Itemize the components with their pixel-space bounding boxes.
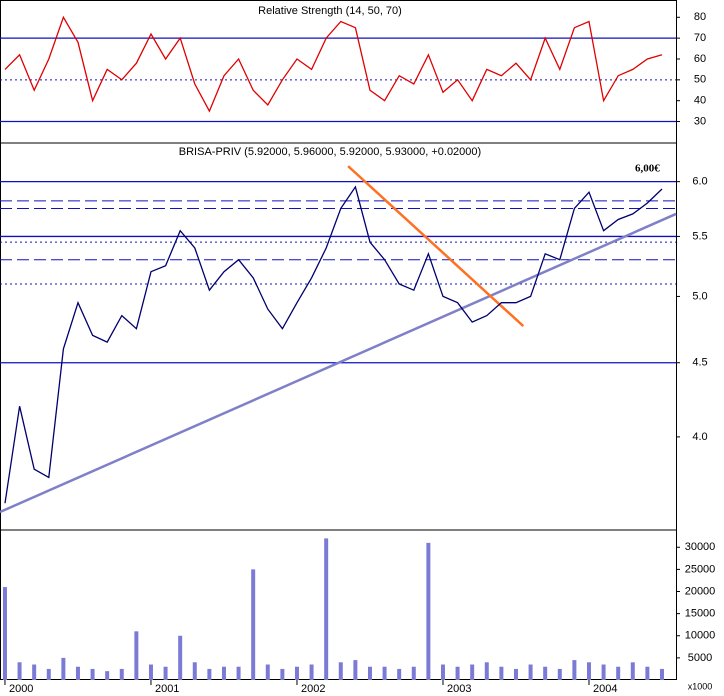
volume-bar	[75, 666, 80, 680]
volume-bar	[586, 662, 591, 680]
volume-bar	[411, 666, 416, 680]
volume-bar	[221, 666, 226, 680]
volume-bar	[499, 666, 504, 680]
volume-bar	[2, 587, 7, 680]
volume-bar	[630, 662, 635, 680]
y-tick-label: 5000	[688, 652, 712, 664]
plot-frame	[0, 0, 677, 680]
volume-bar	[17, 662, 22, 680]
y-tick-label: 5.5	[692, 230, 707, 242]
x-tick-label: 2004	[593, 683, 617, 695]
volume-bar	[426, 542, 431, 680]
volume-bar	[105, 671, 110, 680]
volume-bar	[46, 668, 51, 680]
y-axis-unit: x1000	[688, 681, 713, 691]
volume-bar	[265, 664, 270, 680]
y-tick-label: 4.0	[692, 431, 707, 443]
volume-bar	[382, 666, 387, 680]
volume-bar	[119, 668, 124, 680]
volume-bar	[353, 660, 358, 680]
y-tick-label: 30	[694, 115, 706, 127]
volume-bar	[280, 668, 285, 680]
annotation: 6,00€	[635, 163, 660, 175]
y-tick-label: 20000	[685, 585, 716, 597]
volume-bar	[134, 631, 139, 680]
x-tick-label: 2003	[447, 683, 471, 695]
volume-bar	[163, 666, 168, 680]
volume-bar	[90, 668, 95, 680]
volume-bar	[294, 666, 299, 680]
volume-bar	[324, 538, 329, 680]
y-tick-label: 70	[694, 32, 706, 44]
x-tick-label: 2000	[9, 683, 33, 695]
volume-bar	[470, 664, 475, 680]
x-tick-label: 2001	[155, 683, 179, 695]
panel-title: Relative Strength (14, 50, 70)	[258, 5, 402, 17]
y-tick-label: 4.5	[692, 357, 707, 369]
volume-bar	[484, 662, 489, 680]
volume-bar	[440, 664, 445, 680]
y-tick-label: 10000	[685, 630, 716, 642]
volume-bar	[32, 664, 37, 680]
volume-bar	[367, 666, 372, 680]
volume-bar	[251, 569, 256, 680]
volume-bar	[543, 666, 548, 680]
y-tick-label: 6.0	[692, 176, 707, 188]
trend-line	[0, 212, 677, 514]
panel-title: BRISA-PRIV (5.92000, 5.96000, 5.92000, 5…	[179, 146, 481, 158]
volume-bar	[557, 668, 562, 680]
volume-bar	[659, 668, 664, 680]
trend-line	[347, 165, 525, 327]
data-line	[4, 15, 663, 113]
volume-bar	[397, 668, 402, 680]
y-tick-label: 40	[694, 95, 706, 107]
y-tick-label: 60	[694, 53, 706, 65]
y-tick-label: 30000	[685, 541, 716, 553]
y-tick-label: 50	[694, 74, 706, 86]
volume-bar	[601, 664, 606, 680]
volume-bar	[309, 664, 314, 680]
volume-bar	[513, 668, 518, 680]
x-tick-label: 2002	[301, 683, 325, 695]
volume-bar	[236, 666, 241, 680]
volume-bar	[616, 666, 621, 680]
volume-bar	[61, 657, 66, 680]
volume-bar	[645, 666, 650, 680]
data-line	[4, 185, 663, 504]
y-tick-label: 5.0	[692, 290, 707, 302]
volume-bar	[178, 635, 183, 680]
y-tick-label: 25000	[685, 563, 716, 575]
volume-bar	[572, 660, 577, 680]
volume-bar	[528, 664, 533, 680]
y-tick-label: 80	[694, 11, 706, 23]
y-tick-label: 15000	[685, 608, 716, 620]
volume-bar	[148, 664, 153, 680]
volume-bar	[338, 662, 343, 680]
volume-bar	[207, 668, 212, 680]
volume-bar	[455, 666, 460, 680]
volume-bar	[192, 662, 197, 680]
